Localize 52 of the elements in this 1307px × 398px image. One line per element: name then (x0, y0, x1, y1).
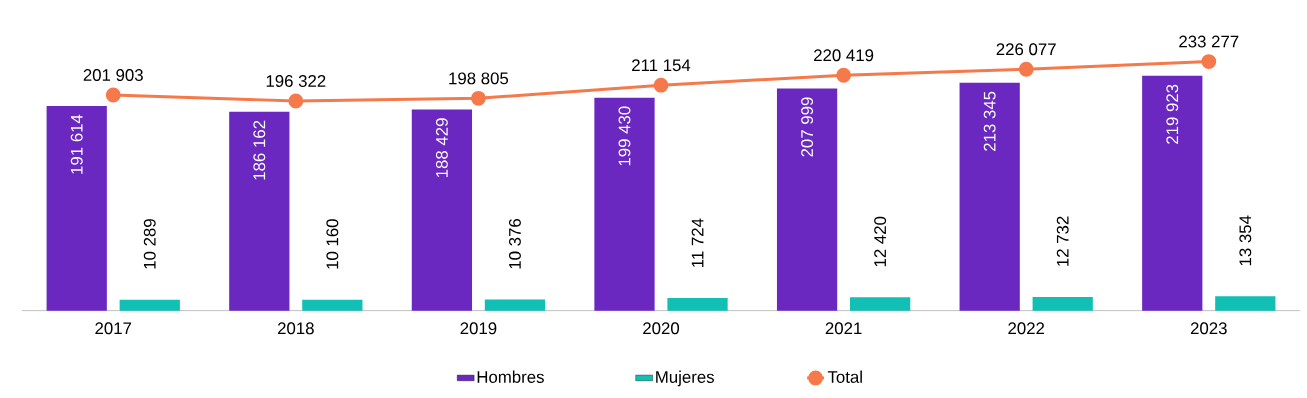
bar (1215, 296, 1276, 311)
point (653, 77, 669, 93)
bar (849, 297, 911, 311)
x-tick-label: 2017 (95, 322, 132, 335)
data-label: 10 376 (508, 219, 521, 269)
bar (594, 97, 655, 311)
data-label: 219 923 (1166, 84, 1179, 145)
point (288, 93, 304, 109)
legend-label: Total (827, 370, 862, 384)
bar (667, 298, 728, 311)
point (105, 87, 121, 103)
x-tick-label: 2022 (1008, 322, 1045, 335)
data-label: 213 345 (983, 91, 996, 152)
bar (1142, 75, 1203, 311)
data-label: 233 277 (1179, 35, 1239, 48)
point (1018, 61, 1034, 77)
bar (229, 112, 290, 311)
data-label: 207 999 (801, 97, 814, 157)
bar (484, 299, 546, 311)
x-tick-label: 2021 (825, 322, 862, 335)
bar (119, 299, 180, 311)
x-tick-label: 2020 (643, 322, 680, 335)
legend-label: Mujeres (656, 370, 714, 387)
point (470, 91, 486, 106)
point (1201, 54, 1217, 70)
legend-label: Hombres (477, 370, 544, 384)
bar (46, 106, 107, 311)
data-label: 188 429 (435, 118, 448, 178)
bar (411, 109, 473, 311)
data-label: 198 805 (449, 72, 509, 85)
data-label: 12 420 (874, 216, 887, 267)
data-label: 186 162 (253, 121, 266, 180)
x-tick-label: 2019 (460, 322, 497, 335)
bar (1032, 297, 1093, 311)
bar (959, 82, 1020, 311)
data-label: 11 724 (691, 218, 704, 268)
data-label: 10 160 (326, 219, 339, 269)
data-label: 196 322 (266, 75, 326, 88)
data-label: 211 154 (632, 59, 691, 72)
x-tick-label: 2023 (1190, 322, 1227, 335)
x-tick-label: 2018 (277, 322, 314, 335)
data-label: 220 419 (814, 49, 874, 62)
data-label: 10 289 (143, 219, 156, 269)
bar (302, 299, 363, 311)
data-label: 191 614 (70, 114, 83, 174)
data-label: 226 077 (996, 43, 1056, 56)
data-label: 13 354 (1239, 215, 1252, 266)
data-label: 199 430 (618, 106, 631, 166)
point (836, 68, 852, 83)
bar (776, 88, 838, 311)
data-label: 201 903 (83, 69, 143, 82)
data-label: 12 732 (1056, 216, 1069, 267)
